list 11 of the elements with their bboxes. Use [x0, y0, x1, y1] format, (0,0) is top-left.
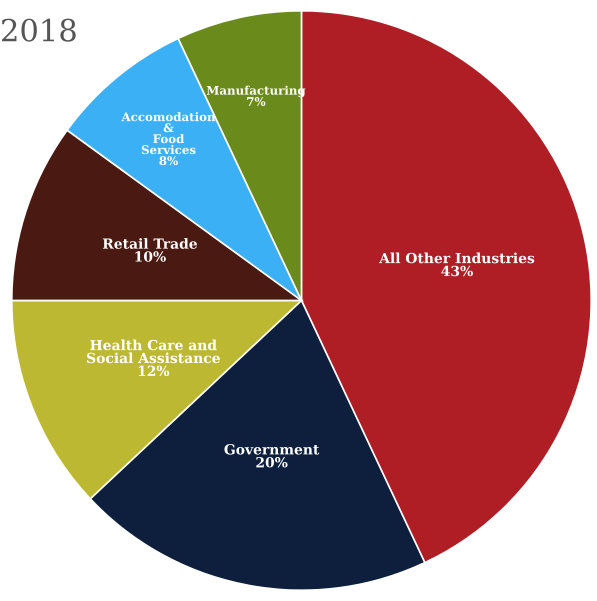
slice-label: All Other Industries — [379, 252, 534, 264]
data-label: 10% — [135, 251, 166, 262]
chart-title: 2018 — [2, 18, 76, 42]
slice-label: Government — [224, 444, 320, 455]
data-label: 7% — [247, 96, 266, 106]
slice-label: Health Care and Social Assistance — [87, 340, 220, 364]
slice-label: Retail Trade — [102, 238, 197, 249]
data-label: 20% — [256, 457, 288, 468]
data-label: 43% — [441, 266, 473, 276]
data-label: 8% — [159, 156, 178, 166]
data-label: 12% — [138, 366, 170, 376]
